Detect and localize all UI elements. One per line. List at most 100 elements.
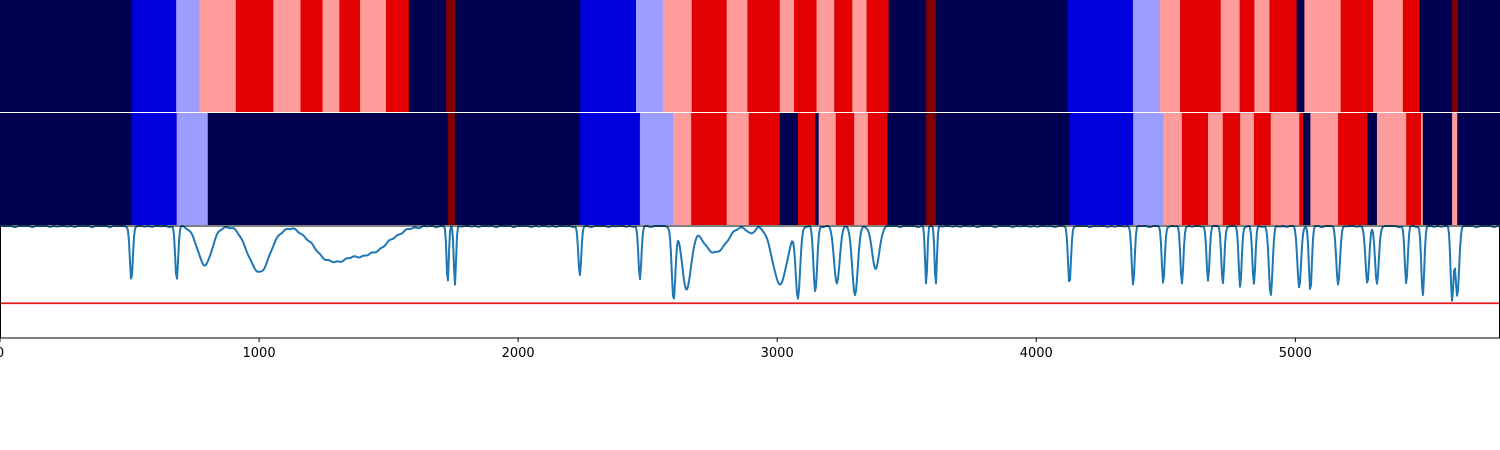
segment-row1-24 xyxy=(852,0,867,112)
segment-row2-2 xyxy=(176,113,209,225)
segment-row1-37 xyxy=(1296,0,1305,112)
x-tick-label-4: 4000 xyxy=(1020,346,1053,361)
segment-row1-29 xyxy=(1067,0,1134,112)
segment-row2-4 xyxy=(447,113,456,225)
segment-row2-25 xyxy=(1181,113,1209,225)
segment-row2-31 xyxy=(1299,113,1304,225)
segment-row2-26 xyxy=(1208,113,1224,225)
segment-row2-3 xyxy=(207,113,449,225)
segment-row2-21 xyxy=(935,113,1070,225)
segment-row2-22 xyxy=(1069,113,1134,225)
segment-row1-4 xyxy=(235,0,274,112)
segment-row2-9 xyxy=(691,113,728,225)
segment-row2-7 xyxy=(639,113,674,225)
segment-row2-35 xyxy=(1367,113,1378,225)
segment-row1-34 xyxy=(1239,0,1255,112)
segment-row2-1 xyxy=(131,113,178,225)
segment-row1-12 xyxy=(446,0,456,112)
segment-row1-43 xyxy=(1452,0,1459,112)
segment-row1-16 xyxy=(663,0,693,112)
segment-row1-38 xyxy=(1304,0,1342,112)
x-tick-label-3: 3000 xyxy=(761,346,794,361)
segment-row2-30 xyxy=(1270,113,1300,225)
segment-row2-6 xyxy=(579,113,641,225)
segment-row1-28 xyxy=(935,0,1068,112)
segment-row1-10 xyxy=(386,0,410,112)
segment-row2-38 xyxy=(1420,113,1424,225)
signal-line xyxy=(0,225,1500,302)
segment-row1-44 xyxy=(1458,0,1500,112)
segment-row1-9 xyxy=(360,0,387,112)
segment-row2-40 xyxy=(1425,113,1453,225)
segment-row2-5 xyxy=(454,113,581,225)
segment-row2-37 xyxy=(1406,113,1422,225)
segment-row2-18 xyxy=(867,113,888,225)
segment-row2-41 xyxy=(1452,113,1458,225)
x-tick-label-1: 1000 xyxy=(243,346,276,361)
segment-row2-28 xyxy=(1240,113,1255,225)
segment-row1-14 xyxy=(580,0,637,112)
segment-row2-32 xyxy=(1303,113,1311,225)
segment-row1-13 xyxy=(455,0,581,112)
x-tick-label-2: 2000 xyxy=(502,346,535,361)
segment-row1-8 xyxy=(339,0,361,112)
segment-row2-16 xyxy=(835,113,855,225)
segment-row2-29 xyxy=(1253,113,1272,225)
segment-row1-6 xyxy=(300,0,323,112)
segment-row2-8 xyxy=(673,113,692,225)
segment-row1-36 xyxy=(1269,0,1298,112)
line-panel-background xyxy=(0,226,1500,338)
segment-row2-14 xyxy=(815,113,820,225)
segment-row1-1 xyxy=(132,0,177,112)
segment-row1-30 xyxy=(1132,0,1161,112)
segment-row1-27 xyxy=(926,0,937,112)
segment-row1-39 xyxy=(1340,0,1374,112)
x-axis: 0 1000 2000 3000 4000 5000 xyxy=(0,338,1312,361)
segment-row1-3 xyxy=(199,0,237,112)
segment-row2-13 xyxy=(797,113,816,225)
segment-row2-24 xyxy=(1163,113,1183,225)
segment-row1-42 xyxy=(1419,0,1453,112)
segment-row1-35 xyxy=(1254,0,1270,112)
x-tick-label-5: 5000 xyxy=(1279,346,1312,361)
segmentation-row-1 xyxy=(0,0,1500,112)
segment-row1-41 xyxy=(1402,0,1420,112)
segment-row1-23 xyxy=(834,0,853,112)
segment-row1-20 xyxy=(779,0,795,112)
segment-row2-42 xyxy=(1457,113,1500,225)
segment-row1-26 xyxy=(888,0,927,112)
segment-row2-11 xyxy=(748,113,781,225)
segment-row1-32 xyxy=(1180,0,1222,112)
segment-row2-20 xyxy=(926,113,937,225)
segment-row2-19 xyxy=(887,113,927,225)
segmentation-row-2 xyxy=(0,113,1500,225)
segment-row2-0 xyxy=(0,113,132,225)
segment-row1-17 xyxy=(691,0,728,112)
segment-row2-17 xyxy=(854,113,869,225)
segment-row1-11 xyxy=(408,0,447,112)
segment-row2-27 xyxy=(1222,113,1241,225)
segment-row1-31 xyxy=(1160,0,1181,112)
segment-row2-33 xyxy=(1310,113,1339,225)
segment-row1-21 xyxy=(794,0,817,112)
segment-row2-39 xyxy=(1422,113,1427,225)
segment-row1-25 xyxy=(866,0,889,112)
segment-row2-15 xyxy=(818,113,837,225)
segment-row2-10 xyxy=(726,113,750,225)
x-tick-label-0: 0 xyxy=(0,346,4,361)
segment-row1-22 xyxy=(816,0,835,112)
segment-row1-0 xyxy=(0,0,133,112)
segment-row1-40 xyxy=(1373,0,1404,112)
segment-row2-36 xyxy=(1376,113,1407,225)
segment-row1-18 xyxy=(726,0,748,112)
segment-row1-7 xyxy=(322,0,340,112)
segment-row2-34 xyxy=(1338,113,1368,225)
segment-row1-15 xyxy=(636,0,664,112)
segment-row1-5 xyxy=(273,0,301,112)
segment-row2-12 xyxy=(779,113,799,225)
segment-row1-19 xyxy=(747,0,781,112)
segment-row1-2 xyxy=(176,0,200,112)
signal-line-panel xyxy=(0,225,1500,339)
segment-row2-23 xyxy=(1133,113,1164,225)
